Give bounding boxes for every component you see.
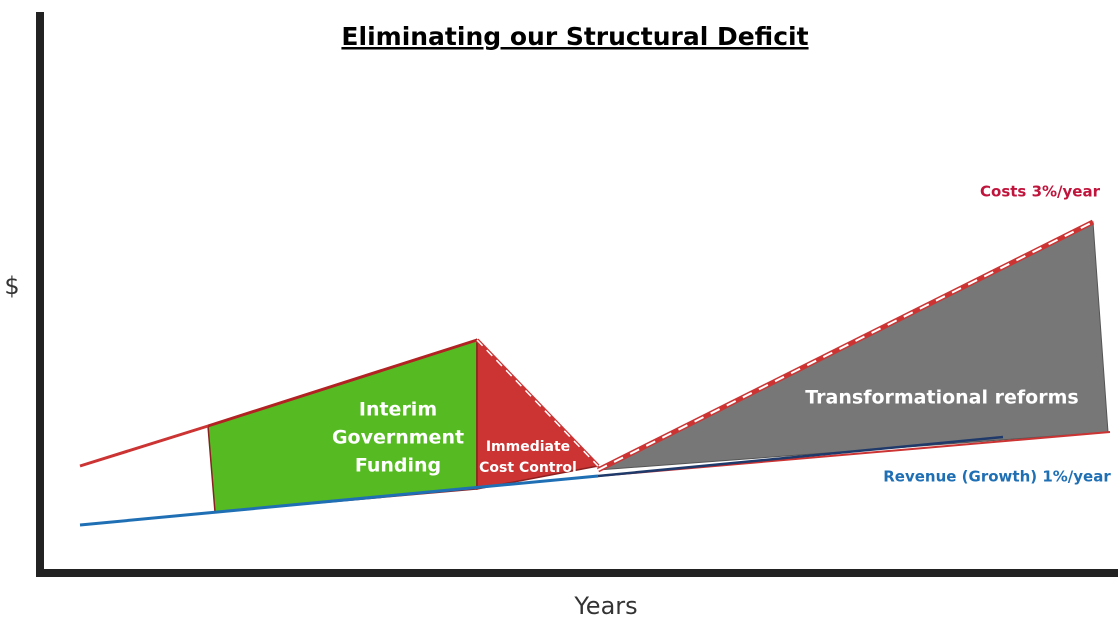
revenue-line [597,435,1004,478]
cost-line [207,338,478,428]
cost-line-dashes [476,339,599,467]
region-label: Transformational reforms [805,387,1078,409]
region-label: Funding [355,455,441,477]
region-label: Interim [359,399,437,421]
region-label: Immediate [486,439,570,455]
cost-line-dashes [597,221,1094,471]
cost-line [79,424,209,468]
title: Eliminating our Structural Deficit [341,22,808,51]
y-axis-label: $ [4,272,19,300]
revenue-line [79,474,599,527]
cost-label: Costs 3%/year [980,183,1101,201]
region-label: Cost Control [479,460,577,476]
region-label: Government [332,427,464,449]
revenue-label: Revenue (Growth) 1%/year [883,468,1111,486]
x-axis-label: Years [573,592,637,620]
